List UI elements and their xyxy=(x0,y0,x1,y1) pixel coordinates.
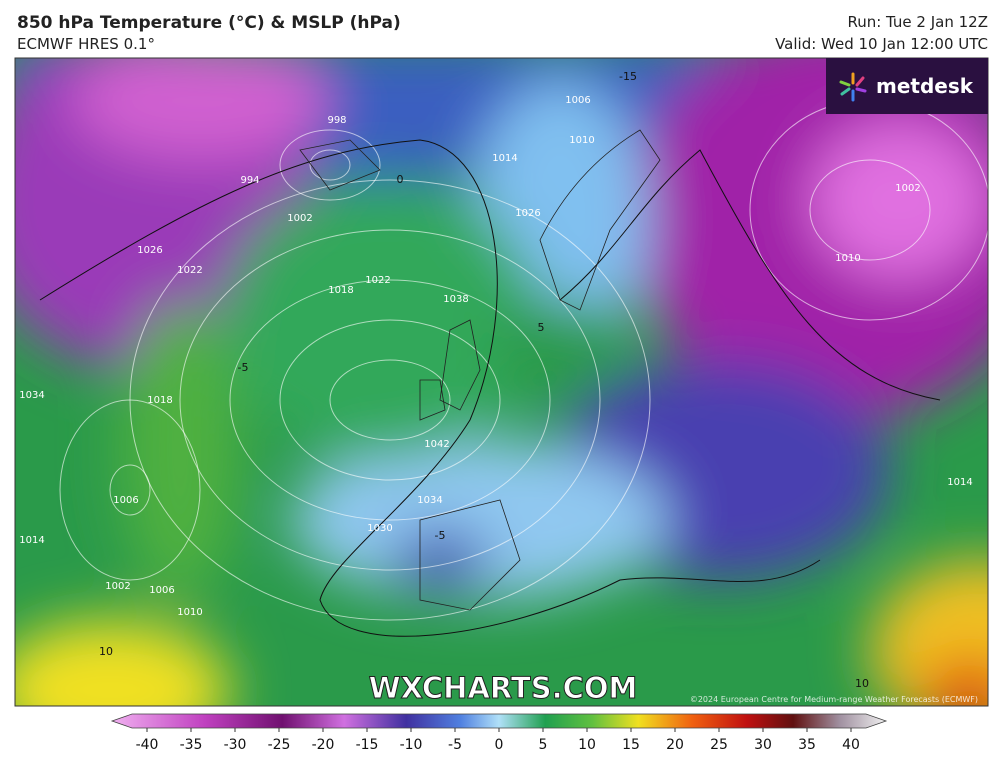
contour-label: 994 xyxy=(240,175,259,186)
colorbar-tick-label: 35 xyxy=(798,737,816,753)
colorbar-tick-label: 40 xyxy=(842,737,860,753)
isotherm-label: 0 xyxy=(397,173,404,186)
contour-label: 1034 xyxy=(417,495,442,506)
title: 850 hPa Temperature (°C) & MSLP (hPa) xyxy=(17,13,401,33)
colorbar-tick-label: -10 xyxy=(400,737,423,753)
colorbar-tick-label: 10 xyxy=(578,737,596,753)
watermark: WXCHARTS.COM xyxy=(369,671,638,705)
contour-label: 1018 xyxy=(147,395,172,406)
contour-label: 1010 xyxy=(569,135,594,146)
contour-label: 1010 xyxy=(835,253,860,264)
contour-label: 1014 xyxy=(19,535,44,546)
colorbar-tick-label: -40 xyxy=(136,737,159,753)
contour-label: 1034 xyxy=(19,390,44,401)
colorbar-tick-label: -30 xyxy=(224,737,247,753)
contour-label: 1006 xyxy=(565,95,590,106)
contour-label: 1022 xyxy=(365,275,390,286)
contour-label: 1026 xyxy=(137,245,162,256)
colorbar-tick-label: -25 xyxy=(268,737,291,753)
colorbar-tick-label: -35 xyxy=(180,737,203,753)
map-frame xyxy=(14,57,989,707)
colorbar-tick-label: 0 xyxy=(495,737,504,753)
contour-label: 1006 xyxy=(149,585,174,596)
contour-label: 1010 xyxy=(177,607,202,618)
contour-label: 1006 xyxy=(113,495,138,506)
colorbar-tick-label: -20 xyxy=(312,737,335,753)
contour-label: 998 xyxy=(327,115,346,126)
logo-text: metdesk xyxy=(876,74,974,98)
contour-label: 1026 xyxy=(515,208,540,219)
logo-box: metdesk xyxy=(826,58,988,114)
colorbar-tick-label: -15 xyxy=(356,737,379,753)
colorbar-tick-label: 25 xyxy=(710,737,728,753)
isotherm-label: -5 xyxy=(238,361,249,374)
contour-label: 1030 xyxy=(367,523,392,534)
contour-label: 1002 xyxy=(895,183,920,194)
isotherm-label: 10 xyxy=(855,677,869,690)
map-labels: 1042 1038 1034 1030 1026 1022 1018 1014 … xyxy=(19,70,972,690)
colorbar-scale xyxy=(110,713,888,729)
colorbar-tick-label: 20 xyxy=(666,737,684,753)
run-time: Run: Tue 2 Jan 12Z xyxy=(847,13,988,31)
subtitle: ECMWF HRES 0.1° xyxy=(17,35,155,53)
colorbar-tick-label: 30 xyxy=(754,737,772,753)
colorbar-tick-label: 15 xyxy=(622,737,640,753)
contour-label: 1042 xyxy=(424,439,449,450)
valid-time: Valid: Wed 10 Jan 12:00 UTC xyxy=(775,35,988,53)
isotherm-label: -15 xyxy=(619,70,637,83)
colorbar-tick-label: 5 xyxy=(539,737,548,753)
colorbar: -40 -35 -30 -25 -20 -15 -10 -5 0 5 10 15 20 25 30 35 40 xyxy=(110,713,888,753)
contour-label: 1038 xyxy=(443,294,468,305)
contour-label: 1002 xyxy=(105,581,130,592)
contour-label: 1022 xyxy=(177,265,202,276)
isotherm-label: 10 xyxy=(99,645,113,658)
contour-label: 1014 xyxy=(492,153,517,164)
copyright: ©2024 European Centre for Medium-range W… xyxy=(690,695,978,704)
colorbar-tick-label: -5 xyxy=(448,737,462,753)
contour-label: 1002 xyxy=(287,213,312,224)
contour-label: 1014 xyxy=(947,477,972,488)
contour-label: 1018 xyxy=(328,285,353,296)
isotherm-label: -5 xyxy=(435,529,446,542)
isotherm-label: 5 xyxy=(538,321,545,334)
map-field xyxy=(15,58,988,706)
